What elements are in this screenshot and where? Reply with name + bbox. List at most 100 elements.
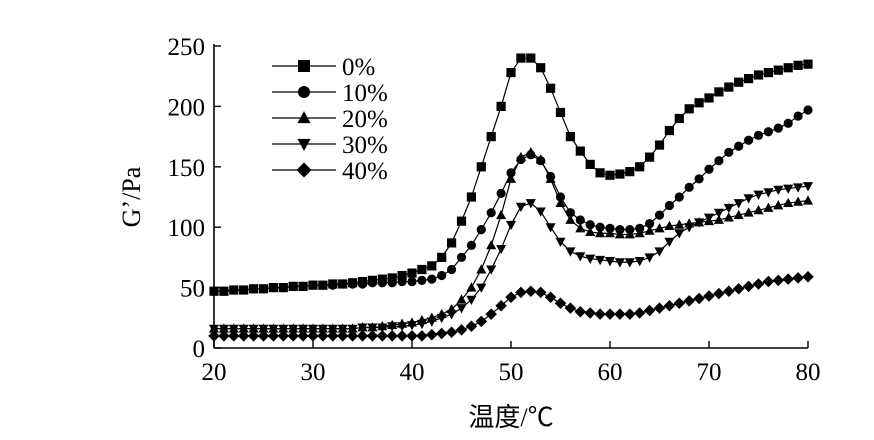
data-point [396, 330, 408, 342]
x-tick-label: 70 [697, 359, 722, 386]
x-tick-label: 50 [499, 359, 524, 386]
data-point [426, 328, 438, 341]
data-point [387, 273, 397, 283]
data-point [783, 197, 794, 208]
data-point [674, 229, 685, 239]
data-point [318, 280, 328, 290]
data-point [733, 209, 744, 220]
data-point [664, 220, 675, 230]
data-point [307, 330, 319, 342]
data-point [437, 270, 447, 281]
data-point [625, 167, 635, 177]
data-point [209, 286, 219, 296]
data-point [535, 154, 546, 164]
data-point [267, 330, 280, 342]
series-4 [208, 270, 814, 342]
data-point [644, 225, 655, 235]
data-point [387, 278, 397, 288]
data-point [447, 238, 457, 248]
data-point [476, 225, 486, 235]
data-point [564, 302, 577, 314]
data-point [802, 195, 814, 205]
data-point [218, 324, 229, 334]
data-point [427, 261, 437, 271]
data-point [724, 147, 734, 157]
data-point [208, 324, 220, 334]
data-point [713, 214, 724, 224]
data-point [733, 199, 744, 209]
data-point [792, 272, 804, 284]
x-axis-title: 温度/℃ [468, 403, 553, 432]
data-point [466, 240, 476, 250]
data-point [317, 330, 329, 342]
data-point [714, 156, 724, 166]
x-tick-label: 40 [400, 359, 425, 386]
data-point [496, 209, 507, 220]
data-point [356, 330, 369, 342]
data-point [456, 252, 467, 262]
legend-label: 20% [342, 106, 388, 133]
data-point [763, 202, 774, 212]
data-point [743, 194, 754, 204]
legend-label: 10% [342, 80, 388, 107]
data-point [605, 170, 615, 180]
data-point [486, 208, 496, 218]
data-point [475, 315, 488, 328]
data-point [713, 208, 724, 218]
data-point [288, 281, 298, 291]
data-point [366, 330, 379, 342]
data-point [546, 83, 556, 93]
data-point [337, 324, 348, 334]
legend-item: 30% [272, 132, 388, 159]
y-tick-label: 200 [168, 94, 206, 121]
data-point [624, 308, 636, 320]
data-point [763, 67, 773, 78]
data-point [417, 275, 427, 285]
data-point [654, 210, 665, 220]
data-point [713, 287, 725, 300]
y-tick-label: 250 [168, 34, 206, 61]
data-point [357, 323, 368, 333]
data-point [525, 285, 537, 297]
legend-marker [297, 138, 311, 151]
data-point [753, 70, 764, 80]
data-point [595, 227, 606, 238]
legend-label: 30% [342, 132, 388, 159]
data-point [704, 93, 714, 103]
data-point [555, 107, 566, 118]
data-point [653, 302, 666, 314]
data-point [237, 330, 250, 342]
data-point [426, 317, 437, 327]
data-point [684, 182, 694, 192]
legend-item: 20% [272, 106, 388, 133]
data-point [624, 229, 635, 239]
data-point [694, 98, 704, 108]
series-layer [208, 53, 814, 342]
data-point [445, 326, 458, 339]
legend-marker [296, 162, 312, 178]
legend-item: 0% [272, 54, 375, 81]
data-point [574, 306, 587, 318]
data-point [496, 244, 507, 255]
data-point [346, 330, 359, 342]
data-point [456, 294, 467, 304]
series-line [214, 109, 809, 292]
data-point [565, 132, 575, 142]
data-point [397, 322, 408, 332]
data-point [614, 229, 625, 239]
data-point [545, 173, 556, 183]
data-point [793, 60, 803, 70]
data-point [437, 252, 447, 262]
data-point [644, 253, 655, 263]
data-point [406, 321, 418, 331]
series-3 [208, 182, 814, 334]
data-point [466, 295, 477, 305]
data-point [743, 207, 754, 217]
data-point [486, 132, 496, 142]
data-point [773, 123, 783, 133]
data-point [386, 330, 398, 342]
data-point [723, 212, 734, 222]
chart-axes: 20 30 40 50 60 70 80 0 50 100 150 200 250 [168, 34, 821, 386]
data-point [486, 265, 497, 275]
data-point [268, 283, 278, 293]
